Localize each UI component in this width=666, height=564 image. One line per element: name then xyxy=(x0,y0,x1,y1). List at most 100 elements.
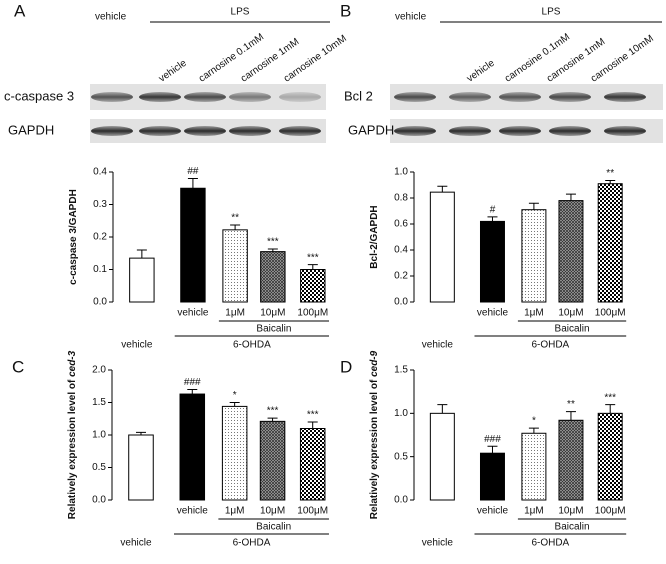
blot-band xyxy=(279,92,321,102)
x-tick-label: vehicle xyxy=(177,308,209,319)
y-tick-label: 0.5 xyxy=(92,462,106,473)
y-axis-label-text: Relatively expression level of xyxy=(67,379,78,519)
error-bar xyxy=(487,445,498,454)
panel-letter: B xyxy=(340,1,351,20)
row-label: GAPDH xyxy=(348,122,394,137)
bar xyxy=(180,187,206,303)
blot-band xyxy=(184,126,226,136)
bar xyxy=(221,405,248,501)
bar xyxy=(299,428,326,501)
y-tick-label: 0.1 xyxy=(93,264,107,275)
significance: ** xyxy=(567,399,575,410)
control-label: vehicle xyxy=(95,12,127,23)
treatment-label: LPS xyxy=(542,7,561,18)
blot-band xyxy=(604,126,646,136)
y-tick-label: 0.0 xyxy=(394,495,408,506)
blot-band xyxy=(499,126,541,136)
y-axis-label-text: c-caspase 3/GAPDH xyxy=(68,189,79,285)
x-tick-label: vehicle xyxy=(422,538,454,549)
significance: ### xyxy=(484,434,501,445)
y-tick-label: 0.0 xyxy=(93,297,107,308)
bar xyxy=(597,412,623,501)
panel-letter: C xyxy=(12,357,24,376)
blot-band xyxy=(394,126,436,136)
y-tick-label: 0.4 xyxy=(93,167,107,178)
error-bar xyxy=(307,421,318,429)
x-tick-label: 10μM xyxy=(260,308,285,319)
x-tick-label: vehicle xyxy=(477,506,509,517)
y-axis-label-text: Bcl-2/GAPDH xyxy=(369,205,380,268)
significance: ### xyxy=(184,377,201,388)
x-tick-label: 10μM xyxy=(260,506,285,517)
error-bar xyxy=(187,178,198,189)
group-label: Baicalin xyxy=(256,324,291,335)
y-tick-label: 1.0 xyxy=(92,430,106,441)
lane-label: vehicle xyxy=(465,58,497,85)
bar xyxy=(260,251,286,303)
row-label: GAPDH xyxy=(8,122,54,137)
y-tick-label: 0.5 xyxy=(394,451,408,462)
significance: *** xyxy=(267,406,279,417)
error-bar xyxy=(528,427,539,434)
x-tick-label: 1μM xyxy=(524,506,544,517)
group-label: 6-OHDA xyxy=(233,340,271,351)
y-tick-label: 2.0 xyxy=(92,365,106,376)
blot-band xyxy=(279,126,321,136)
blot-band xyxy=(449,92,491,102)
control-label: vehicle xyxy=(395,12,427,23)
y-tick-label: 1.0 xyxy=(394,167,408,178)
bar xyxy=(222,229,248,303)
bar xyxy=(429,191,455,303)
x-tick-label: 1μM xyxy=(225,308,245,319)
x-tick-label: vehicle xyxy=(121,340,153,351)
significance: *** xyxy=(307,252,319,263)
x-tick-label: 1μM xyxy=(225,506,245,517)
bar xyxy=(179,393,206,501)
x-tick-label: 100μM xyxy=(297,308,328,319)
blot-band xyxy=(499,92,541,102)
significance: *** xyxy=(604,392,616,403)
blot-band xyxy=(139,92,181,102)
x-tick-label: vehicle xyxy=(477,308,509,319)
blot-band xyxy=(229,92,271,102)
error-bar xyxy=(230,224,241,230)
y-tick-label: 0.2 xyxy=(394,271,408,282)
group-label: Baicalin xyxy=(555,324,590,335)
blot-band xyxy=(449,126,491,136)
error-bar xyxy=(605,179,616,184)
significance: # xyxy=(490,204,496,215)
blot-band xyxy=(604,92,646,102)
x-tick-label: vehicle xyxy=(177,506,209,517)
blot-band xyxy=(91,126,133,136)
group-label: 6-OHDA xyxy=(531,340,569,351)
error-bar xyxy=(267,417,278,422)
error-bar xyxy=(605,404,616,414)
bar xyxy=(128,434,154,501)
bar xyxy=(259,420,286,501)
blot-band xyxy=(549,126,591,136)
bar xyxy=(597,183,623,303)
error-bar xyxy=(487,216,498,222)
bar xyxy=(521,432,547,501)
y-tick-label: 1.5 xyxy=(394,365,408,376)
group-label: 6-OHDA xyxy=(531,538,569,549)
y-axis-label: c-caspase 3/GAPDH xyxy=(68,189,79,285)
bar xyxy=(558,200,584,303)
x-tick-label: vehicle xyxy=(422,340,454,351)
bar xyxy=(429,412,455,501)
bar xyxy=(521,209,547,303)
x-tick-label: 10μM xyxy=(558,308,583,319)
significance: *** xyxy=(307,410,319,421)
significance: *** xyxy=(267,237,279,248)
significance: * xyxy=(233,390,237,401)
error-bar xyxy=(136,249,147,259)
y-tick-label: 0.0 xyxy=(92,495,106,506)
x-tick-label: vehicle xyxy=(120,538,152,549)
x-tick-label: 1μM xyxy=(524,308,544,319)
error-bar xyxy=(307,264,318,270)
significance: ** xyxy=(231,213,239,224)
error-bar xyxy=(267,248,278,252)
blot-band xyxy=(229,126,271,136)
x-tick-label: 100μM xyxy=(595,506,626,517)
